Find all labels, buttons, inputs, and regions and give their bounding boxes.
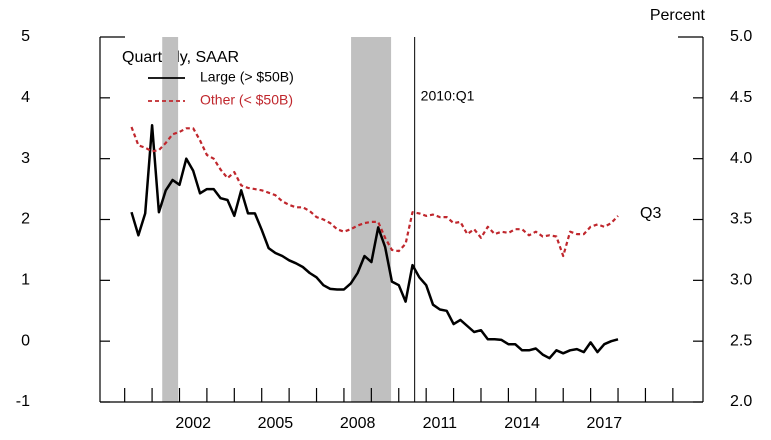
y2-tick-label: 3.0 xyxy=(730,272,752,289)
y2-tick-label: 2.0 xyxy=(730,393,752,410)
y2-tick-label: 4.0 xyxy=(730,150,752,167)
y2-tick-label: 5.0 xyxy=(730,28,752,45)
y2-tick-label: 4.5 xyxy=(730,89,752,106)
y-tick-label: 5 xyxy=(21,28,30,45)
x-tick-label: 2014 xyxy=(504,415,540,432)
recession-shade xyxy=(351,37,392,402)
annotation: 2010:Q1 xyxy=(421,88,475,104)
y2-tick-label: 2.5 xyxy=(730,332,752,349)
y-tick-label: 4 xyxy=(21,89,30,106)
x-tick-label: 2002 xyxy=(175,415,211,432)
annotation: Q3 xyxy=(640,205,661,222)
series-line xyxy=(130,123,619,360)
x-tick-label: 2008 xyxy=(340,415,376,432)
legend-label: Large (> $50B) xyxy=(200,69,294,85)
x-tick-label: 2005 xyxy=(258,415,294,432)
x-tick-label: 2011 xyxy=(423,415,458,432)
series-line xyxy=(130,126,619,258)
x-tick-label: 2017 xyxy=(587,415,623,432)
y2-tick-label: 3.5 xyxy=(730,211,752,228)
legend-label: Other (< $50B) xyxy=(200,92,293,108)
recession-shade xyxy=(162,37,179,402)
y-tick-label: 2 xyxy=(21,211,30,228)
y-tick-label: -1 xyxy=(16,393,30,410)
legend-title: Quarterly, SAAR xyxy=(122,49,239,66)
y-tick-label: 0 xyxy=(21,332,30,349)
y-tick-label: 1 xyxy=(21,272,30,289)
y-tick-label: 3 xyxy=(21,150,30,167)
y2-axis-label: Percent xyxy=(650,7,706,24)
